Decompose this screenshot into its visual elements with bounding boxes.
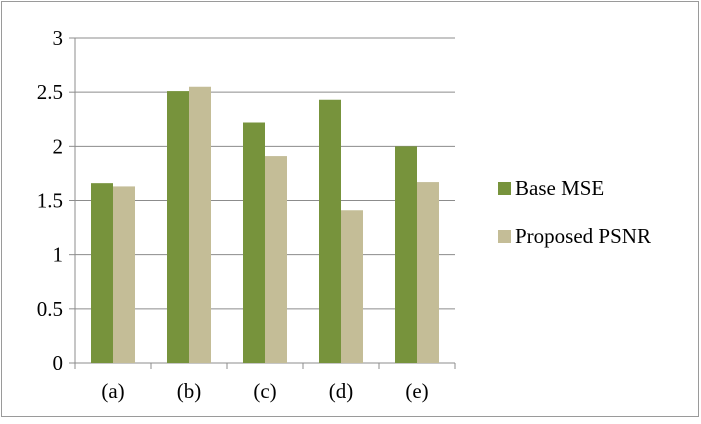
gridlines (75, 37, 455, 310)
legend-swatch (498, 230, 511, 243)
bar-base-mse-3 (319, 99, 341, 363)
legend-label: Base MSE (515, 176, 604, 200)
tick-labels: 0 0.5 1 1.5 2 2.5 3 (a) (b) (c) (d) (e) (37, 26, 429, 403)
bar-proposed-psnr-4 (417, 182, 439, 363)
y-tick-label: 3 (53, 26, 64, 50)
y-tick-label: 0.5 (37, 297, 63, 321)
legend: Base MSE Proposed PSNR (498, 176, 651, 248)
x-tick-label: (c) (253, 379, 276, 403)
y-tick-label: 1.5 (37, 189, 63, 213)
bar-proposed-psnr-1 (189, 86, 211, 363)
bar-base-mse-2 (243, 122, 265, 363)
x-tick-label: (e) (405, 379, 428, 403)
bar-base-mse-4 (395, 146, 417, 363)
legend-swatch (498, 182, 511, 195)
legend-label: Proposed PSNR (515, 224, 651, 248)
y-tick-label: 0 (53, 351, 64, 375)
y-tick-label: 1 (53, 243, 64, 267)
x-tick-label: (a) (101, 379, 124, 403)
bars (91, 86, 439, 363)
bar-base-mse-1 (167, 91, 189, 363)
bar-proposed-psnr-2 (265, 156, 287, 363)
x-tick-label: (d) (329, 379, 354, 403)
bar-proposed-psnr-3 (341, 210, 363, 363)
x-tick-label: (b) (177, 379, 202, 403)
bar-proposed-psnr-0 (113, 186, 135, 363)
bar-base-mse-0 (91, 183, 113, 363)
y-tick-label: 2 (53, 134, 64, 158)
y-tick-label: 2.5 (37, 80, 63, 104)
